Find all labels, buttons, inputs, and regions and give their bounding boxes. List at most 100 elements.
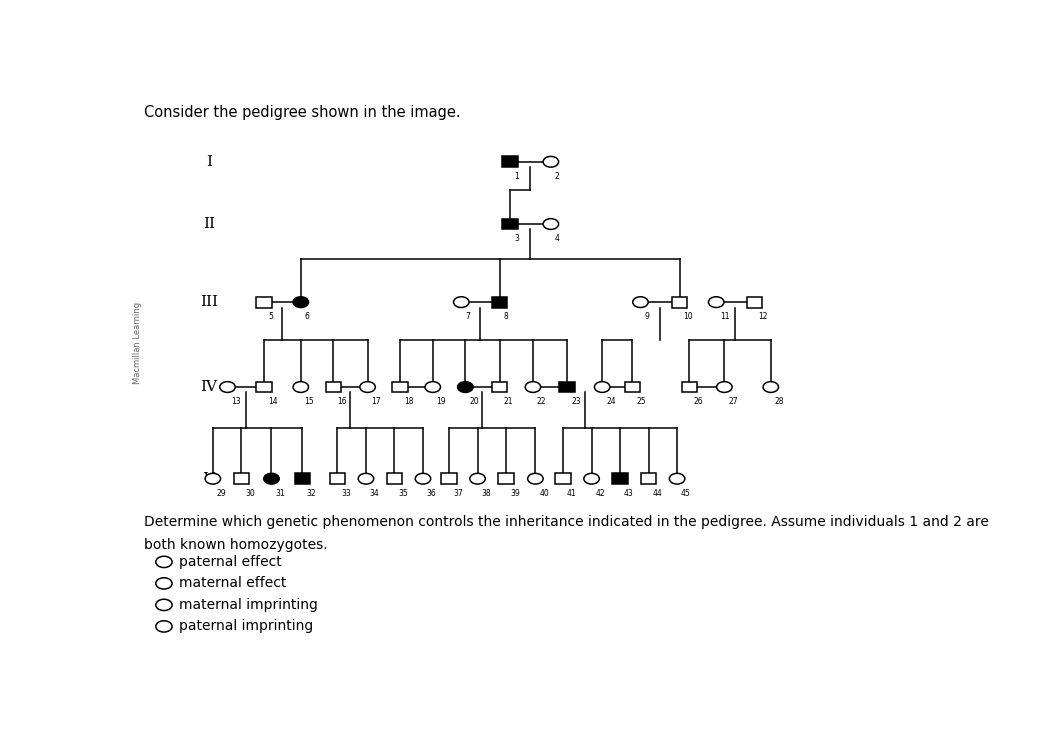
Text: 39: 39 [510,489,519,498]
Bar [641,473,656,484]
Text: 31: 31 [275,489,285,498]
Text: IV: IV [201,380,218,394]
Text: 38: 38 [481,489,491,498]
Bar [233,473,249,484]
Circle shape [156,599,172,611]
Text: 26: 26 [694,397,703,406]
Text: 43: 43 [624,489,634,498]
Circle shape [717,381,733,392]
Text: 1: 1 [514,172,519,181]
Text: 20: 20 [469,397,479,406]
Text: 12: 12 [759,312,768,321]
Bar [256,297,272,307]
Text: maternal effect: maternal effect [179,576,286,590]
Text: 10: 10 [683,312,693,321]
Text: 15: 15 [305,397,314,406]
Text: 27: 27 [728,397,738,406]
Text: 17: 17 [371,397,382,406]
Text: 7: 7 [466,312,470,321]
Circle shape [205,473,221,484]
Bar [672,297,687,307]
Text: Determine which genetic phenomenon controls the inheritance indicated in the ped: Determine which genetic phenomenon contr… [144,515,989,529]
Text: 8: 8 [503,312,509,321]
Circle shape [293,381,309,392]
Circle shape [358,473,374,484]
Bar [387,473,403,484]
Text: 30: 30 [245,489,255,498]
Text: 42: 42 [596,489,605,498]
Text: 23: 23 [571,397,580,406]
Bar [555,473,571,484]
Text: 41: 41 [566,489,577,498]
Text: 6: 6 [305,312,310,321]
Text: 5: 5 [268,312,273,321]
Bar [492,297,508,307]
Text: V: V [203,472,214,486]
Text: 28: 28 [775,397,784,406]
Circle shape [156,556,172,567]
Text: 44: 44 [653,489,662,498]
Text: 32: 32 [306,489,316,498]
Circle shape [543,218,558,229]
Circle shape [528,473,543,484]
Circle shape [425,381,440,392]
Circle shape [293,297,309,307]
Text: 3: 3 [514,234,519,243]
Bar [330,473,345,484]
Text: I: I [206,155,211,169]
Text: III: III [200,295,218,309]
Text: 16: 16 [337,397,347,406]
Text: 22: 22 [537,397,547,406]
Bar [502,218,518,229]
Bar [294,473,310,484]
Circle shape [156,621,172,632]
Text: 37: 37 [453,489,462,498]
Text: 40: 40 [539,489,549,498]
Bar [747,297,762,307]
Circle shape [359,381,375,392]
Bar [682,381,697,392]
Text: 11: 11 [720,312,729,321]
Circle shape [156,578,172,589]
Circle shape [584,473,599,484]
Text: paternal effect: paternal effect [179,555,282,569]
Text: 4: 4 [555,234,559,243]
Bar [559,381,575,392]
Bar [441,473,457,484]
Circle shape [457,381,473,392]
Text: 18: 18 [404,397,413,406]
Circle shape [454,297,469,307]
Text: 19: 19 [436,397,447,406]
Bar [502,157,518,167]
Text: 34: 34 [370,489,379,498]
Text: 25: 25 [636,397,645,406]
Circle shape [763,381,779,392]
Bar [613,473,627,484]
Circle shape [470,473,486,484]
Text: II: II [203,217,214,231]
Bar [492,381,508,392]
Bar [326,381,342,392]
Text: 21: 21 [503,397,513,406]
Circle shape [264,473,280,484]
Text: 24: 24 [606,397,616,406]
Circle shape [543,157,558,167]
Text: 36: 36 [427,489,436,498]
Text: maternal imprinting: maternal imprinting [179,598,317,612]
Bar [392,381,408,392]
Circle shape [220,381,235,392]
Bar [256,381,272,392]
Circle shape [415,473,431,484]
Circle shape [526,381,540,392]
Text: 35: 35 [398,489,408,498]
Text: Consider the pedigree shown in the image.: Consider the pedigree shown in the image… [144,105,460,121]
Text: Macmillan Learning: Macmillan Learning [133,302,142,384]
Text: 9: 9 [644,312,650,321]
Text: 13: 13 [231,397,241,406]
Text: 29: 29 [217,489,226,498]
Bar [498,473,514,484]
Circle shape [669,473,685,484]
Text: paternal imprinting: paternal imprinting [179,620,313,634]
Bar [624,381,640,392]
Circle shape [708,297,724,307]
